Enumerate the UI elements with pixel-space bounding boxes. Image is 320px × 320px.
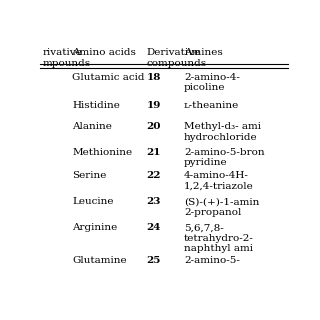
Text: Leucine: Leucine	[72, 197, 114, 206]
Text: 22: 22	[147, 172, 161, 180]
Text: 2-amino-5-bron
pyridine: 2-amino-5-bron pyridine	[184, 148, 264, 167]
Text: 19: 19	[147, 101, 161, 110]
Text: 25: 25	[147, 256, 161, 266]
Text: Arginine: Arginine	[72, 223, 117, 232]
Text: Methionine: Methionine	[72, 148, 132, 157]
Text: Derivative
compounds: Derivative compounds	[147, 48, 207, 68]
Text: rivative
mpounds: rivative mpounds	[43, 48, 91, 68]
Text: Alanine: Alanine	[72, 122, 112, 131]
Text: Methyl-d₃- ami
hydrochloride: Methyl-d₃- ami hydrochloride	[184, 122, 261, 141]
Text: 23: 23	[147, 197, 161, 206]
Text: 20: 20	[147, 122, 161, 131]
Text: 2-amino-5-: 2-amino-5-	[184, 256, 240, 266]
Text: 21: 21	[147, 148, 161, 157]
Text: Amines: Amines	[184, 48, 223, 57]
Text: Serine: Serine	[72, 172, 107, 180]
Text: Amino acids: Amino acids	[72, 48, 136, 57]
Text: 18: 18	[147, 73, 161, 82]
Text: Glutamine: Glutamine	[72, 256, 127, 266]
Text: 2-amino-4-
picoline: 2-amino-4- picoline	[184, 73, 240, 92]
Text: Histidine: Histidine	[72, 101, 120, 110]
Text: 4-amino-4H-
1,2,4-triazole: 4-amino-4H- 1,2,4-triazole	[184, 172, 253, 191]
Text: 24: 24	[147, 223, 161, 232]
Text: 5,6,7,8-
tetrahydro-2-
naphthyl ami: 5,6,7,8- tetrahydro-2- naphthyl ami	[184, 223, 254, 253]
Text: (S)-(+)-1-amin
2-propanol: (S)-(+)-1-amin 2-propanol	[184, 197, 259, 217]
Text: Glutamic acid: Glutamic acid	[72, 73, 145, 82]
Text: ʟ-theanine: ʟ-theanine	[184, 101, 239, 110]
